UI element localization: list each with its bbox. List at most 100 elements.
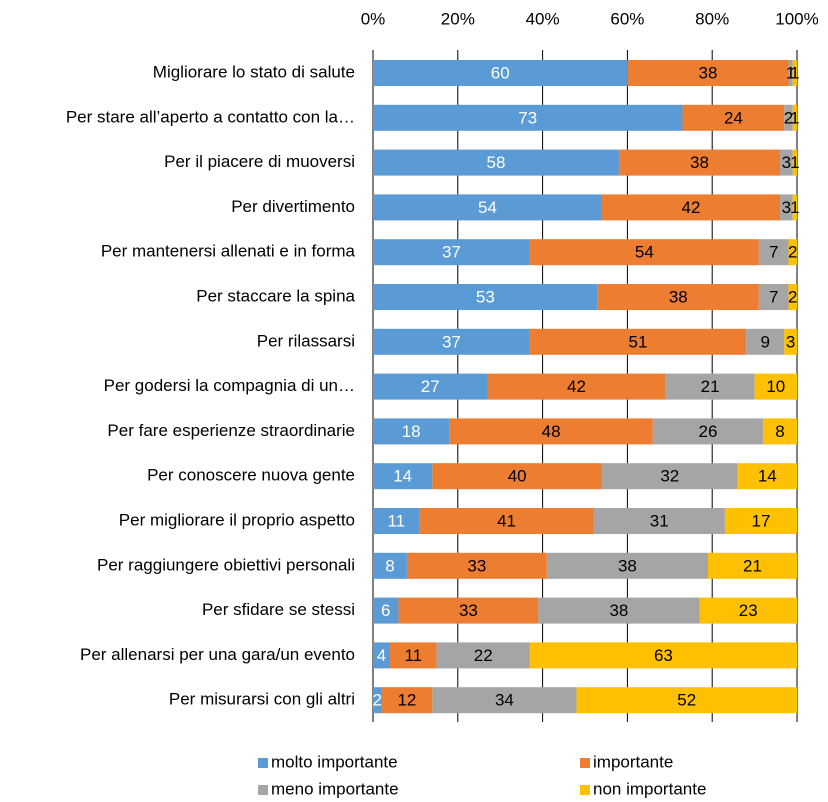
category-label: Migliorare lo stato di salute [153,62,355,81]
legend-swatch [580,758,590,768]
bar-segment [373,194,602,221]
data-label: 73 [518,108,537,127]
data-label: 2 [373,691,382,710]
bar-segment [529,328,747,355]
bar-segment [792,149,797,176]
bar-segment [627,60,789,86]
data-label: 41 [497,511,516,530]
category-label: Per rilassarsi [257,331,355,350]
legend-swatch [258,785,268,795]
data-label: 27 [421,377,440,396]
bar-segment [788,239,797,266]
x-tick-label: 60% [610,9,644,28]
bar-segment [788,60,793,86]
bar-segment [529,642,797,669]
bar-segment [792,194,797,221]
data-label: 14 [758,467,777,486]
category-label: Per stare all’aperto a contatto con la… [66,107,355,126]
data-label: 4 [377,646,386,665]
bar-segment [419,508,594,534]
legend-label: molto importante [271,752,398,771]
bar-segment [373,642,390,669]
data-label: 17 [751,511,770,530]
bar-segment [737,463,797,490]
bar-segment [389,642,437,669]
bar-segment [699,597,797,624]
data-label: 3 [786,332,795,351]
category-label: Per staccare la spina [196,286,355,305]
data-label: 23 [739,601,758,620]
x-tick-label: 0% [361,9,386,28]
data-label: 11 [404,646,422,665]
data-label: 40 [508,467,527,486]
bar-segment [373,149,619,176]
category-label: Per divertimento [231,197,355,216]
data-label: 54 [478,198,497,217]
data-label: 1 [790,198,799,217]
legend-label: meno importante [271,779,399,798]
category-label: Per mantenersi allenati e in forma [101,242,356,261]
x-tick-label: 80% [695,9,729,28]
bar-segment [597,284,759,310]
data-label: 37 [442,332,461,351]
bar-segment [665,373,755,400]
bar-segment [373,284,598,310]
data-label: 18 [402,422,421,441]
bar-segment [373,552,407,579]
bar-segment [576,687,797,714]
data-label: 60 [491,63,510,82]
data-label: 63 [654,646,673,665]
data-label: 7 [769,243,778,262]
bar-segment [763,418,797,445]
data-label: 34 [495,691,514,710]
category-label: Per allenarsi per una gara/un evento [80,645,355,664]
bar-segment [792,104,797,131]
data-label: 38 [609,601,628,620]
bar-segment [373,508,420,534]
bar-segment [398,597,539,624]
bar-segment [432,687,577,714]
data-label: 32 [660,467,679,486]
bar-segment [546,552,708,579]
data-label: 48 [542,422,561,441]
data-label: 51 [629,332,648,351]
bar-segment [780,149,793,176]
data-label: 2 [788,243,797,262]
data-label: 58 [486,153,505,172]
data-label: 22 [474,646,493,665]
bar-segment [373,104,683,131]
category-label: Per misurarsi con gli altri [169,690,355,709]
bar-segment [487,373,666,400]
data-label: 1 [790,153,799,172]
bar-segment [682,104,785,131]
data-label: 14 [393,467,412,486]
bar-segment [373,328,530,355]
bar-segment [724,508,797,534]
bar-segment [601,463,738,490]
bar-segment [449,418,653,445]
bar-segment [758,284,789,310]
bar-segment [381,687,433,714]
bar-segment [436,642,530,669]
data-label: 37 [442,243,461,262]
bar-segment [373,418,450,445]
data-label: 11 [387,511,405,530]
x-tick-label: 20% [441,9,475,28]
data-label: 1 [786,63,795,82]
data-label: 33 [459,601,478,620]
bar-segment [373,687,382,714]
data-label: 7 [769,287,778,306]
data-label: 3 [782,198,791,217]
data-label: 1 [790,63,799,82]
bar-segment [373,373,488,400]
bar-segment [754,373,797,400]
bar-segment [788,284,797,310]
data-label: 38 [669,287,688,306]
bar-segment [406,552,547,579]
bar-segment [746,328,785,355]
data-label: 24 [724,108,743,127]
bar-segment [373,60,628,86]
data-label: 53 [476,287,495,306]
bar-segment [538,597,700,624]
